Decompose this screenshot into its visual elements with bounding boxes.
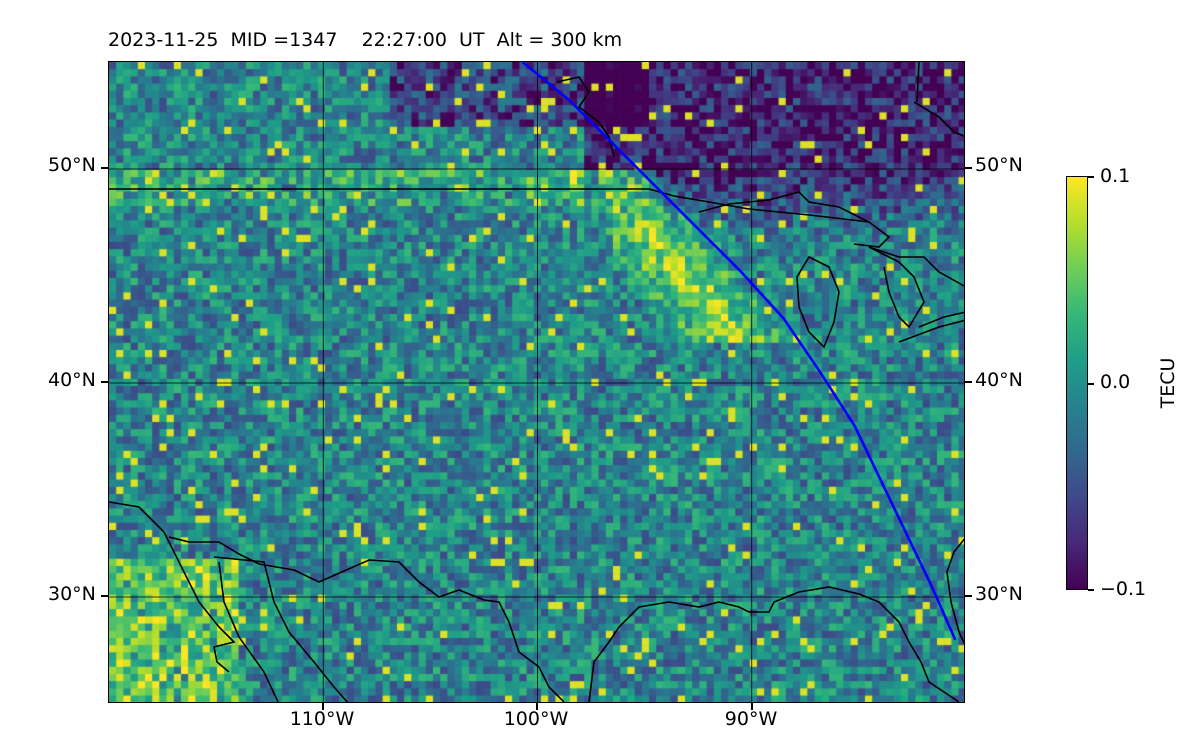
northeast-coast: [916, 62, 920, 103]
colorbar-label-zero: 0.0: [1100, 371, 1131, 393]
lon-tick: [322, 703, 324, 710]
lat-label-left-40: 40°N: [48, 369, 96, 391]
lat-tick-right: [965, 167, 972, 169]
atlantic-coast: [946, 538, 964, 645]
lake-huron-shore: [868, 246, 925, 329]
lon-label-90w: 90°W: [724, 708, 778, 730]
map-overlay: [109, 62, 964, 702]
colorbar-label-max: 0.1: [1100, 165, 1131, 187]
sierra-madre-coast: [218, 561, 279, 702]
gulf-coast: [588, 586, 960, 702]
lat-label-right-50: 50°N: [975, 154, 1023, 176]
lake-superior-shore: [698, 191, 891, 248]
lat-tick-left: [101, 595, 108, 597]
lake-michigan-shore: [796, 255, 840, 349]
lat-label-left-50: 50°N: [48, 154, 96, 176]
lat-label-right-30: 30°N: [975, 583, 1023, 605]
lat-label-left-30: 30°N: [48, 583, 96, 605]
coastlines: [109, 62, 964, 702]
lon-label-110w: 110°W: [289, 708, 355, 730]
lat-tick-left: [101, 167, 108, 169]
lon-label-100w: 100°W: [503, 708, 569, 730]
lat-tick-right: [965, 595, 972, 597]
colorbar-label-min: −0.1: [1100, 578, 1147, 600]
lon-tick: [536, 703, 538, 710]
satellite-track: [521, 62, 957, 641]
mexico-mainland-coast: [213, 556, 349, 702]
lake-erie-shore: [898, 319, 964, 343]
lat-label-right-40: 40°N: [975, 369, 1023, 391]
northern-shoreline: [556, 76, 615, 158]
colorbar-title: TECU: [1157, 357, 1179, 409]
gulf-of-california: [109, 501, 236, 673]
us-canada-border: [109, 188, 870, 223]
colorbar: [1066, 176, 1088, 590]
lon-tick: [751, 703, 753, 710]
colorbar-tick: [1088, 589, 1094, 591]
lat-tick-right: [965, 381, 972, 383]
gridlines: [109, 62, 964, 702]
rio-grande: [168, 536, 565, 702]
colorbar-tick: [1088, 176, 1094, 178]
east-lakes-shore: [868, 246, 964, 287]
lat-tick-left: [101, 381, 108, 383]
colorbar-tick: [1088, 383, 1094, 385]
lake-ontario-shore: [918, 311, 964, 328]
northeast-shoreline: [913, 101, 964, 138]
tec-map: [108, 61, 965, 703]
plot-title: 2023-11-25 MID =1347 22:27:00 UT Alt = 3…: [108, 29, 623, 51]
